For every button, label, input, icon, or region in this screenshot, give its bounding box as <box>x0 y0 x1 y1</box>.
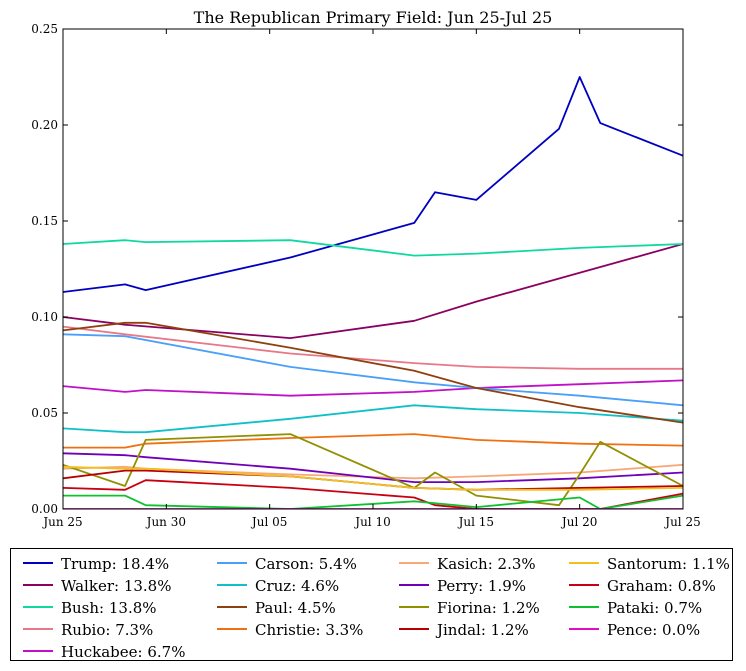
y-tick-label: 0.15 <box>31 214 58 228</box>
legend-swatch <box>217 628 247 630</box>
legend-swatch <box>569 606 599 608</box>
series-line-trump <box>63 76 683 293</box>
chart-title: The Republican Primary Field: Jun 25-Jul… <box>194 8 553 27</box>
legend-swatch <box>23 562 53 564</box>
legend-swatch <box>569 562 599 564</box>
series-line-paul <box>63 321 683 424</box>
series-line-huckabee <box>63 379 683 397</box>
legend-label: Perry: 1.9% <box>437 577 527 595</box>
legend-swatch <box>217 606 247 608</box>
legend-swatch <box>569 628 599 630</box>
legend-item: Perry: 1.9% <box>393 574 540 596</box>
legend-label: Fiorina: 1.2% <box>437 599 540 617</box>
legend-swatch <box>217 584 247 586</box>
y-tick-label: 0.05 <box>31 406 58 420</box>
series-line-kasich <box>63 463 683 480</box>
legend-item: Cruz: 4.6% <box>211 574 363 596</box>
series-line-graham <box>63 479 683 509</box>
legend-label: Pence: 0.0% <box>607 621 701 639</box>
legend-item: Fiorina: 1.2% <box>393 596 540 618</box>
legend-label: Paul: 4.5% <box>255 599 336 617</box>
series-line-carson <box>63 333 683 407</box>
x-tick-label: Jul 20 <box>560 515 597 529</box>
legend-label: Kasich: 2.3% <box>437 555 536 573</box>
legend-label: Rubio: 7.3% <box>61 621 154 639</box>
legend: Trump: 18.4% Walker: 13.8% Bush: 13.8% Rubi… <box>10 548 733 661</box>
legend-item: Carson: 5.4% <box>211 552 363 574</box>
series-line-walker <box>63 243 683 340</box>
series-line-perry <box>63 452 683 484</box>
x-tick-label: Jun 25 <box>41 515 82 529</box>
legend-item: Trump: 18.4% <box>17 552 185 574</box>
legend-column-1: Trump: 18.4% Walker: 13.8% Bush: 13.8% Rubi… <box>17 552 185 662</box>
legend-item: Rubio: 7.3% <box>17 618 185 640</box>
legend-label: Santorum: 1.1% <box>607 555 730 573</box>
legend-item: Pence: 0.0% <box>563 618 730 640</box>
y-tick-label: 0.00 <box>31 502 58 516</box>
legend-item: Jindal: 1.2% <box>393 618 540 640</box>
y-tick-label: 0.20 <box>31 118 58 132</box>
legend-item: Walker: 13.8% <box>17 574 185 596</box>
legend-swatch <box>399 606 429 608</box>
legend-item: Pataki: 0.7% <box>563 596 730 618</box>
series-line-pataki <box>63 494 683 509</box>
x-tick-label: Jun 30 <box>145 515 186 529</box>
legend-column-4: Santorum: 1.1% Graham: 0.8% Pataki: 0.7% Pe… <box>563 552 730 640</box>
legend-swatch <box>399 562 429 564</box>
legend-item: Paul: 4.5% <box>211 596 363 618</box>
legend-item: Graham: 0.8% <box>563 574 730 596</box>
legend-swatch <box>23 584 53 586</box>
legend-swatch <box>23 606 53 608</box>
legend-column-3: Kasich: 2.3% Perry: 1.9% Fiorina: 1.2% Jind… <box>393 552 540 640</box>
legend-item: Santorum: 1.1% <box>563 552 730 574</box>
x-tick-label: Jul 10 <box>353 515 390 529</box>
legend-label: Huckabee: 6.7% <box>61 643 186 661</box>
legend-label: Jindal: 1.2% <box>437 621 529 639</box>
legend-item: Bush: 13.8% <box>17 596 185 618</box>
x-tick-label: Jul 25 <box>663 515 700 529</box>
legend-column-2: Carson: 5.4% Cruz: 4.6% Paul: 4.5% Christie… <box>211 552 363 640</box>
x-tick-label: Jul 05 <box>250 515 287 529</box>
series-line-rubio <box>63 325 683 370</box>
legend-swatch <box>399 584 429 586</box>
legend-label: Graham: 0.8% <box>607 577 716 595</box>
legend-item: Huckabee: 6.7% <box>17 640 185 662</box>
legend-item: Christie: 3.3% <box>211 618 363 640</box>
legend-label: Carson: 5.4% <box>255 555 357 573</box>
legend-label: Pataki: 0.7% <box>607 599 703 617</box>
legend-swatch <box>569 584 599 586</box>
line-chart: The Republican Primary Field: Jun 25-Jul… <box>31 8 700 529</box>
legend-item: Kasich: 2.3% <box>393 552 540 574</box>
legend-label: Cruz: 4.6% <box>255 577 340 595</box>
y-tick-label: 0.25 <box>31 22 58 36</box>
legend-label: Christie: 3.3% <box>255 621 364 639</box>
legend-swatch <box>399 628 429 630</box>
series-layer <box>63 76 683 509</box>
series-line-christie <box>63 433 683 449</box>
legend-swatch <box>23 628 53 630</box>
series-line-fiorina <box>63 433 683 507</box>
legend-label: Walker: 13.8% <box>61 577 172 595</box>
legend-swatch <box>217 562 247 564</box>
series-line-bush <box>63 239 683 257</box>
legend-swatch <box>23 650 53 652</box>
series-line-santorum <box>63 465 683 491</box>
series-line-cruz <box>63 404 683 434</box>
x-tick-label: Jul 15 <box>457 515 494 529</box>
legend-label: Trump: 18.4% <box>61 555 170 573</box>
y-tick-label: 0.10 <box>31 310 58 324</box>
tick-layer: Jun 25 Jun 30 Jul 05 Jul 10 Jul 15 Jul 20 Jul … <box>31 22 700 529</box>
legend-label: Bush: 13.8% <box>61 599 157 617</box>
